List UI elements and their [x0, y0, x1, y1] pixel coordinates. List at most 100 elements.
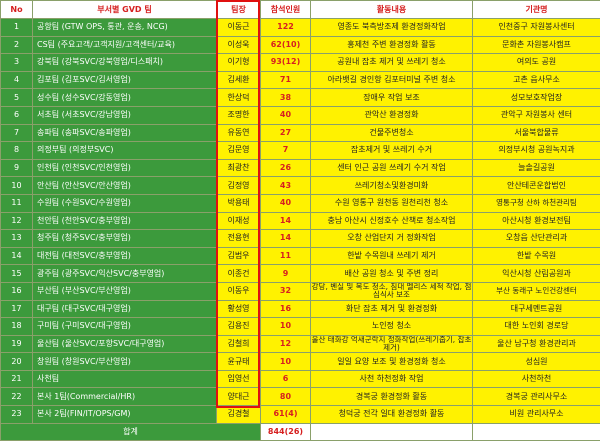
row-dept: 서초팀 (서초SVC/강남영업): [33, 106, 217, 124]
row-org: 경복궁 관리사무소: [473, 388, 600, 406]
row-leader: 황성영: [217, 300, 261, 318]
row-org: 비원 관리사무소: [473, 406, 600, 424]
row-count: 61(4): [261, 406, 311, 424]
row-dept: 강북팀 (강북SVC/강북영업/디스패치): [33, 54, 217, 72]
header-activity: 활동내용: [311, 1, 473, 19]
row-org: 영통구청 산하 하천관리팀: [473, 194, 600, 212]
row-count: 26: [261, 159, 311, 177]
row-leader: 이재성: [217, 212, 261, 230]
row-number: 5: [1, 89, 33, 107]
row-count: 11: [261, 247, 311, 265]
row-org: 대구세멘트공원: [473, 300, 600, 318]
row-activity: 아라뱃길 경인항 김포터미널 주변 청소: [311, 71, 473, 89]
row-leader: 이동우: [217, 282, 261, 300]
row-dept: 대구팀 (대구SVC/대구영업): [33, 300, 217, 318]
row-number: 6: [1, 106, 33, 124]
row-dept: 안산팀 (안산SVC/안산영업): [33, 177, 217, 195]
row-number: 13: [1, 230, 33, 248]
row-activity: 청덕궁 전각 일대 환경정화 활동: [311, 406, 473, 424]
row-org: 고촌 읍사무소: [473, 71, 600, 89]
row-dept: 김포팀 (김포SVC/김서영업): [33, 71, 217, 89]
row-number: 8: [1, 142, 33, 160]
row-count: 16: [261, 300, 311, 318]
row-leader: 양대근: [217, 388, 261, 406]
row-dept: 창원팀 (창원SVC/부산영업): [33, 353, 217, 371]
row-leader: 이동근: [217, 19, 261, 37]
row-count: 38: [261, 89, 311, 107]
row-dept: 대전팀 (대전SVC/충부영업): [33, 247, 217, 265]
row-org: 사천하천: [473, 370, 600, 388]
row-leader: 전용현: [217, 230, 261, 248]
row-count: 6: [261, 370, 311, 388]
row-count: 12: [261, 335, 311, 353]
row-count: 32: [261, 282, 311, 300]
row-dept: 광주팀 (광주SVC/익산SVC/충부영업): [33, 265, 217, 283]
row-leader: 윤규태: [217, 353, 261, 371]
row-activity: 쓰레기청소및환경미화: [311, 177, 473, 195]
row-dept: 공항팀 (GTW OPS, 통관, 운송, NCG): [33, 19, 217, 37]
total-label: 합계: [1, 423, 261, 440]
row-activity: 사천 하천정화 작업: [311, 370, 473, 388]
row-org: 인천중구 자원봉사센터: [473, 19, 600, 37]
row-org: 의정부시청 공원녹지과: [473, 142, 600, 160]
row-leader: 유동연: [217, 124, 261, 142]
row-activity: 배산 공원 청소 및 주변 정리: [311, 265, 473, 283]
row-count: 14: [261, 212, 311, 230]
total-row: 합계 844(26): [1, 423, 600, 440]
row-org: 한밭 수목원: [473, 247, 600, 265]
row-leader: 김경철: [217, 406, 261, 424]
total-empty-activity: [311, 423, 473, 440]
row-dept: 본사 1팀(Commercial/HR): [33, 388, 217, 406]
row-activity: 노인정 청소: [311, 318, 473, 336]
row-count: 80: [261, 388, 311, 406]
row-org: 울산 남구청 환경관리과: [473, 335, 600, 353]
row-dept: 송파팀 (송파SVC/송파영업): [33, 124, 217, 142]
row-org: 아산시청 환경보전팀: [473, 212, 600, 230]
row-number: 3: [1, 54, 33, 72]
row-activity: 경복궁 환경정화 활동: [311, 388, 473, 406]
header-leader: 팀장: [217, 1, 261, 19]
row-leader: 김범우: [217, 247, 261, 265]
row-activity: 한밭 수목원내 쓰레기 제거: [311, 247, 473, 265]
header-dept: 부서별 GVD 팀: [33, 1, 217, 19]
row-count: 122: [261, 19, 311, 37]
total-count: 844(26): [261, 423, 311, 440]
row-org: 문화촌 자원봉사캠프: [473, 36, 600, 54]
total-empty-org: [473, 423, 600, 440]
row-number: 15: [1, 265, 33, 283]
row-count: 10: [261, 353, 311, 371]
row-number: 23: [1, 406, 33, 424]
row-dept: 성수팀 (성수SVC/강동영업): [33, 89, 217, 107]
row-activity: 일일 요양 보조 및 환경정화 청소: [311, 353, 473, 371]
row-leader: 이종건: [217, 265, 261, 283]
row-activity: 충남 아산시 신정호수 산책로 청소작업: [311, 212, 473, 230]
row-number: 19: [1, 335, 33, 353]
row-activity: 장애우 작업 보조: [311, 89, 473, 107]
row-org: 늘솔길공원: [473, 159, 600, 177]
row-activity: 수원 영통구 원천동 원천리천 청소: [311, 194, 473, 212]
row-activity: 오창 산업단지 거 정화작업: [311, 230, 473, 248]
row-org: 오창읍 산단관리과: [473, 230, 600, 248]
row-count: 40: [261, 106, 311, 124]
row-number: 20: [1, 353, 33, 371]
row-org: 관악구 자원봉사 센터: [473, 106, 600, 124]
row-dept: 의정부팀 (의정부SVC): [33, 142, 217, 160]
row-activity: 잡초제거 및 쓰레기 수거: [311, 142, 473, 160]
